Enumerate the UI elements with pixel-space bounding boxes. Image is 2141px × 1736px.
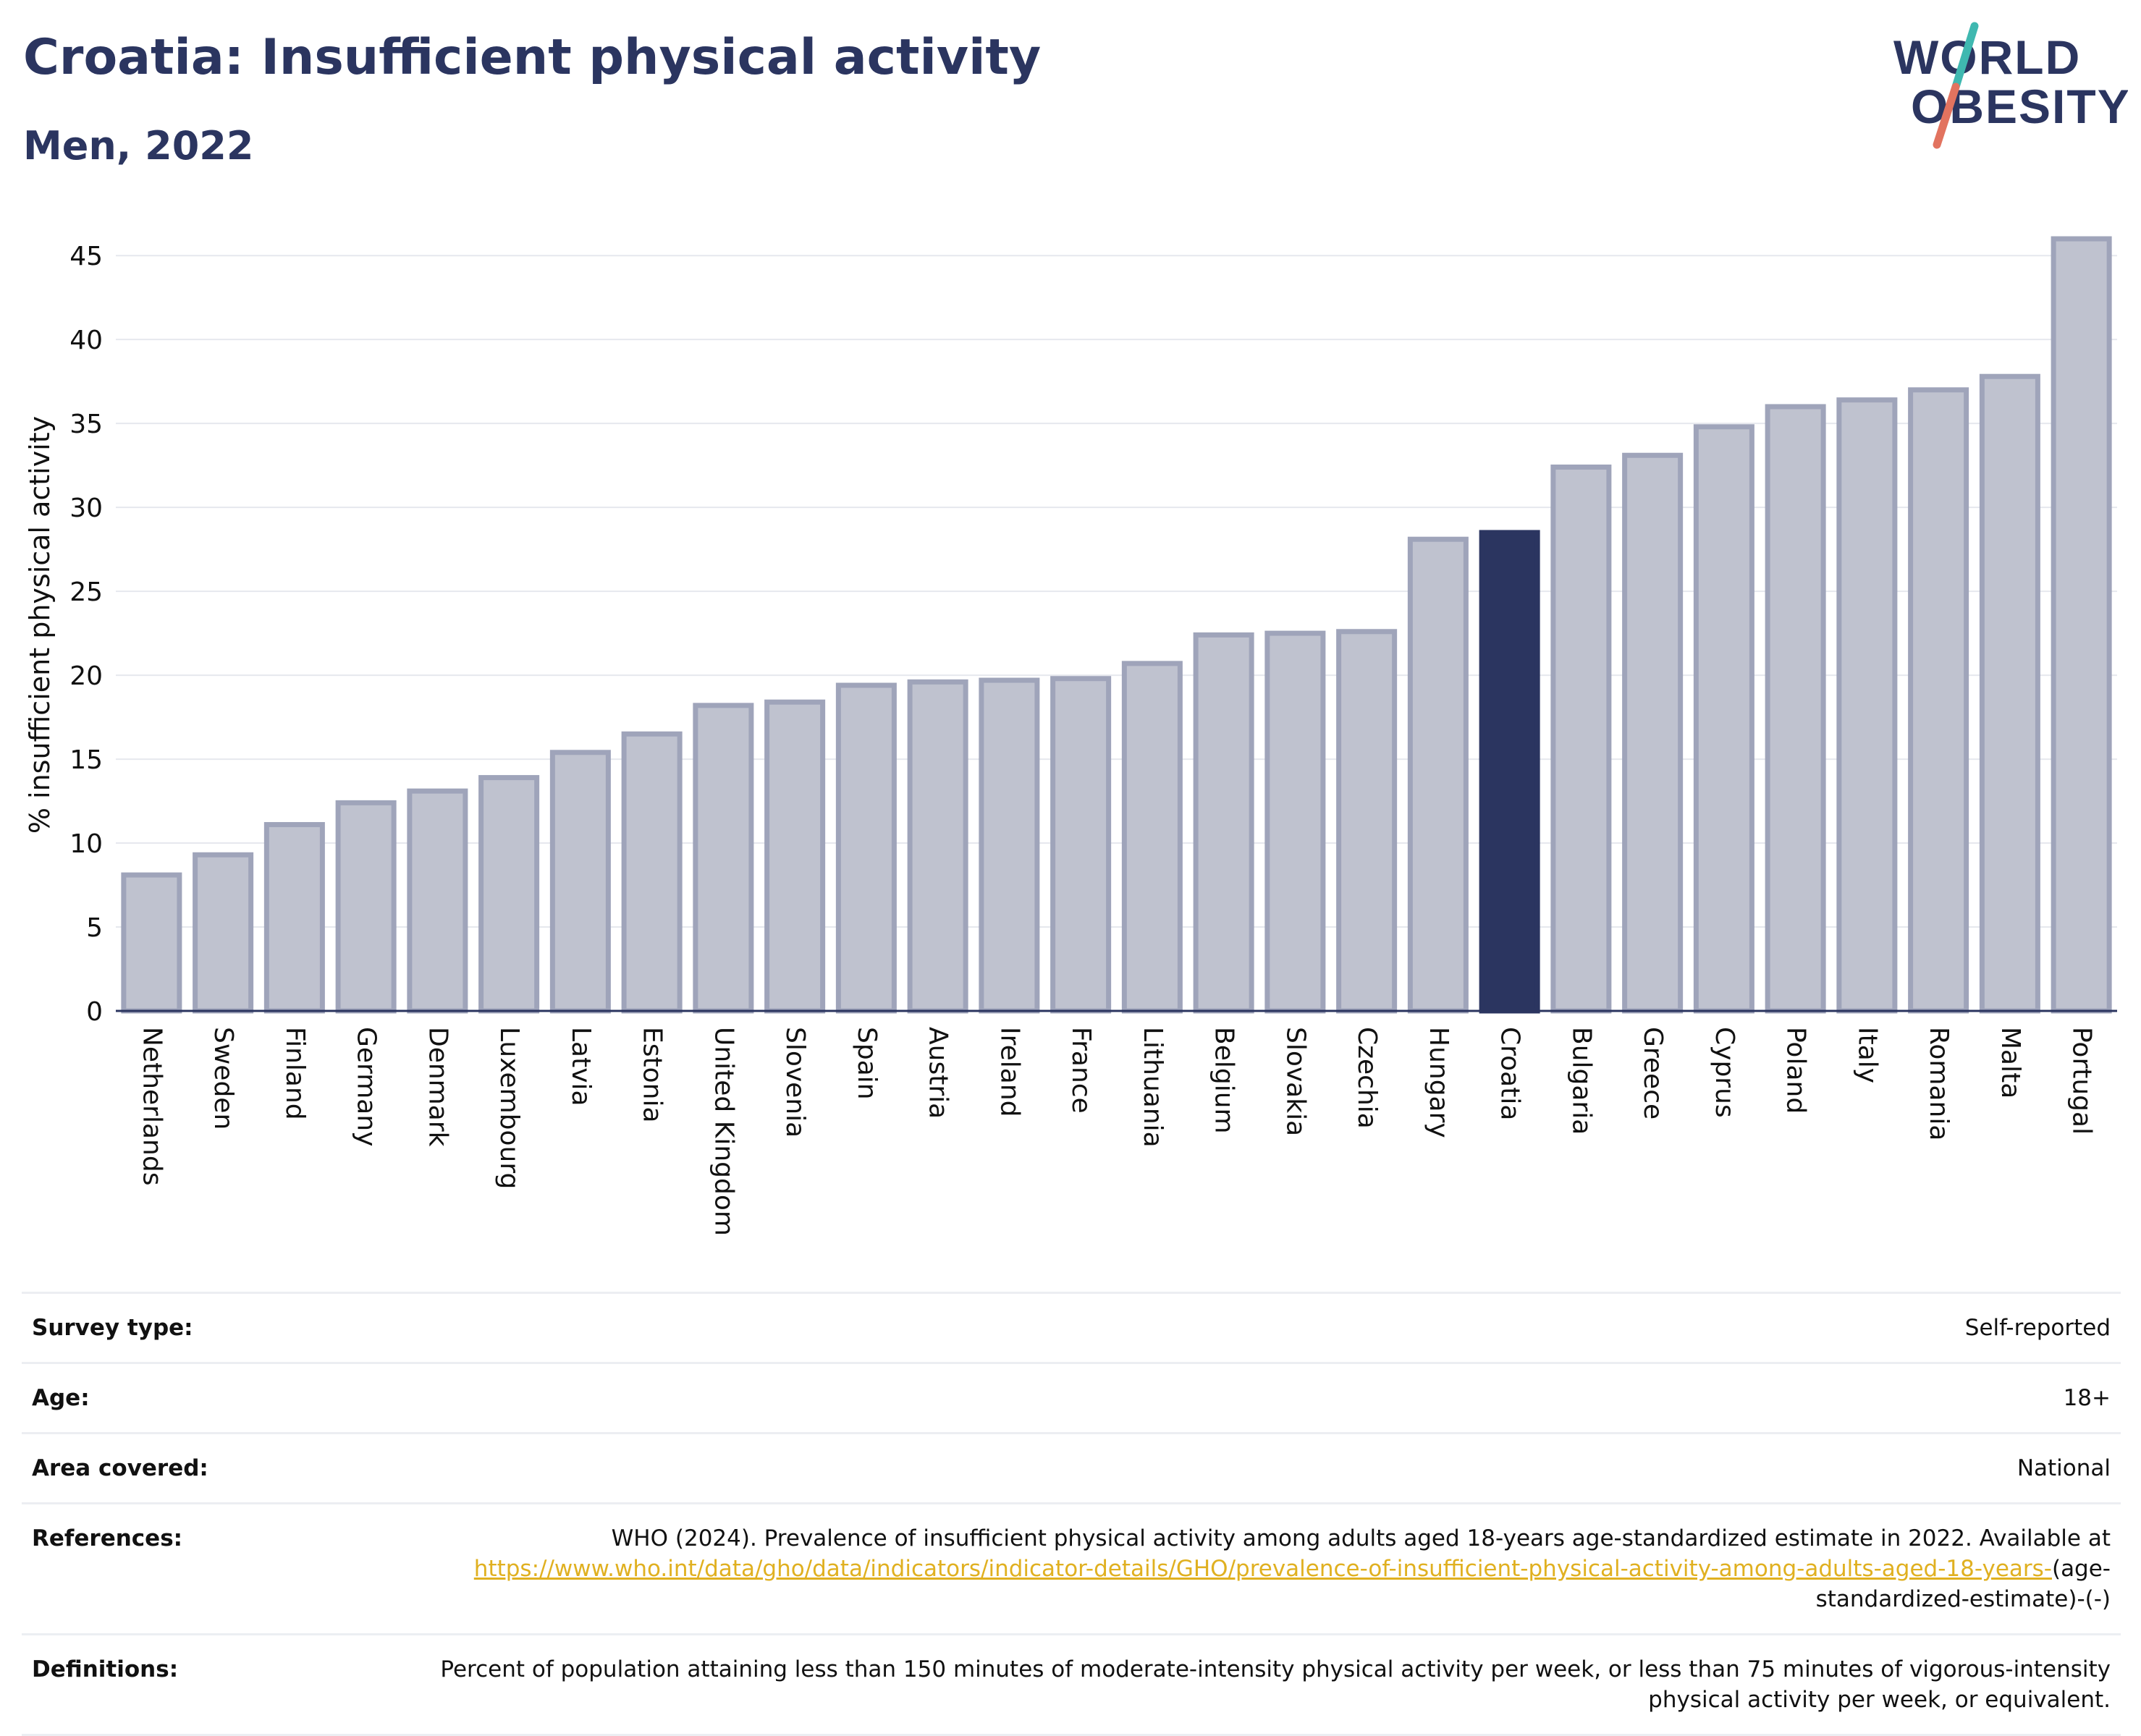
x-tick-label-czechia: Czechia <box>1352 1027 1382 1129</box>
bar-france[interactable] <box>1050 676 1112 1014</box>
bar-luxembourg[interactable] <box>478 775 540 1014</box>
x-tick-label-malta: Malta <box>1996 1027 2025 1098</box>
y-tick-label-35: 35 <box>69 410 103 439</box>
x-tick-label-spain: Spain <box>852 1027 882 1100</box>
references-label: References: <box>32 1525 183 1551</box>
x-tick-label-belgium: Belgium <box>1209 1027 1239 1134</box>
x-axis-ticks: Netherlands Sweden Finland Germany Denmark Lu… <box>137 1027 2096 1236</box>
bar-greece[interactable] <box>1622 452 1684 1014</box>
bar-poland[interactable] <box>1765 404 1826 1014</box>
chart-subtitle: Men, 2022 <box>23 123 254 169</box>
x-tick-label-portugal: Portugal <box>2067 1027 2097 1135</box>
area-label: Area covered: <box>32 1455 208 1481</box>
references-link[interactable]: https://www.who.int/data/gho/data/indica… <box>473 1556 2052 1582</box>
bar-germany[interactable] <box>335 800 397 1014</box>
x-tick-label-latvia: Latvia <box>566 1027 596 1106</box>
x-tick-label-netherlands: Netherlands <box>137 1027 166 1185</box>
info-row-age: Age: 18+ <box>22 1362 2121 1432</box>
chart-title: Croatia: Insufficient physical activity <box>23 29 1042 86</box>
y-axis-ticks: 0 5 10 15 20 25 30 35 40 45 <box>69 242 103 1027</box>
x-tick-label-poland: Poland <box>1781 1027 1811 1114</box>
info-row-definitions: Definitions: Percent of population attai… <box>22 1633 2121 1736</box>
bar-romania[interactable] <box>1908 387 1969 1014</box>
x-tick-label-france: France <box>1066 1027 1096 1114</box>
y-tick-label-25: 25 <box>69 577 103 607</box>
x-tick-label-croatia: Croatia <box>1495 1027 1525 1120</box>
bar-italy[interactable] <box>1836 397 1898 1014</box>
bar-sweden[interactable] <box>193 852 254 1014</box>
x-tick-label-greece: Greece <box>1638 1027 1668 1119</box>
y-tick-label-20: 20 <box>69 661 103 691</box>
x-tick-label-estonia: Estonia <box>638 1027 667 1123</box>
bar-latvia[interactable] <box>549 750 611 1014</box>
x-tick-label-denmark: Denmark <box>423 1027 452 1147</box>
x-tick-label-slovenia: Slovenia <box>780 1027 810 1138</box>
bar-spain[interactable] <box>835 682 897 1014</box>
x-tick-label-lithuania: Lithuania <box>1138 1027 1167 1148</box>
x-tick-label-italy: Italy <box>1852 1027 1882 1083</box>
x-tick-label-cyprus: Cyprus <box>1710 1027 1739 1118</box>
y-tick-label-10: 10 <box>69 829 103 859</box>
y-tick-label-5: 5 <box>86 913 103 943</box>
bar-hungary[interactable] <box>1407 536 1469 1014</box>
bar-slovakia[interactable] <box>1264 630 1326 1014</box>
bar-austria[interactable] <box>907 679 968 1014</box>
bar-croatia[interactable] <box>1479 530 1540 1014</box>
bar-lithuania[interactable] <box>1121 661 1183 1014</box>
age-label: Age: <box>32 1385 90 1411</box>
bar-cyprus[interactable] <box>1693 424 1754 1014</box>
bar-chart: 0 5 10 15 20 25 30 35 40 45 Netherlands Sweden Finl… <box>24 236 2117 1236</box>
info-row-survey-type: Survey type: Self-reported <box>22 1292 2121 1362</box>
bar-portugal[interactable] <box>2051 236 2112 1014</box>
age-value: 18+ <box>2063 1385 2111 1411</box>
y-axis-label: % insufficient physical activity <box>24 416 56 834</box>
bar-malta[interactable] <box>1979 373 2040 1014</box>
bar-ireland[interactable] <box>979 677 1040 1014</box>
bars <box>121 236 2112 1014</box>
bar-denmark[interactable] <box>407 788 468 1014</box>
survey-type-label: Survey type: <box>32 1315 193 1341</box>
x-tick-label-united-kingdom: United Kingdom <box>709 1027 738 1236</box>
logo-text-world: WORLD <box>1893 30 2081 84</box>
x-tick-label-hungary: Hungary <box>1424 1027 1453 1138</box>
survey-type-value: Self-reported <box>1964 1315 2111 1341</box>
definitions-value: Percent of population attaining less tha… <box>440 1656 2111 1713</box>
bar-belgium[interactable] <box>1193 632 1254 1014</box>
x-tick-label-luxembourg: Luxembourg <box>494 1027 524 1189</box>
y-tick-label-40: 40 <box>69 326 103 355</box>
bar-slovenia[interactable] <box>764 699 826 1014</box>
bar-bulgaria[interactable] <box>1550 464 1612 1014</box>
y-tick-label-30: 30 <box>69 494 103 523</box>
definitions-label: Definitions: <box>32 1656 179 1682</box>
y-tick-label-15: 15 <box>69 745 103 775</box>
bar-estonia[interactable] <box>621 731 683 1014</box>
y-tick-label-45: 45 <box>69 242 103 271</box>
x-tick-label-austria: Austria <box>924 1027 953 1119</box>
bar-czechia[interactable] <box>1336 629 1398 1014</box>
x-tick-label-bulgaria: Bulgaria <box>1566 1027 1596 1135</box>
references-suffix: (age-standardized-estimate)-(-) <box>1815 1556 2111 1612</box>
y-tick-label-0: 0 <box>86 997 103 1027</box>
x-tick-label-romania: Romania <box>1924 1027 1954 1140</box>
bar-netherlands[interactable] <box>121 872 182 1014</box>
logo-slash-teal <box>1951 22 1979 91</box>
x-tick-label-finland: Finland <box>280 1027 310 1120</box>
x-tick-label-ireland: Ireland <box>995 1027 1024 1117</box>
info-row-references: References: WHO (2024). Prevalence of in… <box>22 1502 2121 1633</box>
references-text: WHO (2024). Prevalence of insufficient p… <box>611 1525 2111 1551</box>
logo-slash-coral <box>1933 82 1960 149</box>
references-value: WHO (2024). Prevalence of insufficient p… <box>408 1523 2111 1614</box>
x-tick-label-germany: Germany <box>352 1027 381 1146</box>
world-obesity-logo: WORLD OBESITY <box>1893 22 2128 149</box>
x-tick-label-sweden: Sweden <box>208 1027 238 1130</box>
x-tick-label-slovakia: Slovakia <box>1280 1027 1310 1136</box>
bar-united-kingdom[interactable] <box>693 703 754 1014</box>
area-value: National <box>2017 1455 2111 1481</box>
info-row-area: Area covered: National <box>22 1432 2121 1502</box>
bar-finland[interactable] <box>263 822 325 1014</box>
info-table: Survey type: Self-reported Age: 18+ Area… <box>22 1292 2121 1736</box>
